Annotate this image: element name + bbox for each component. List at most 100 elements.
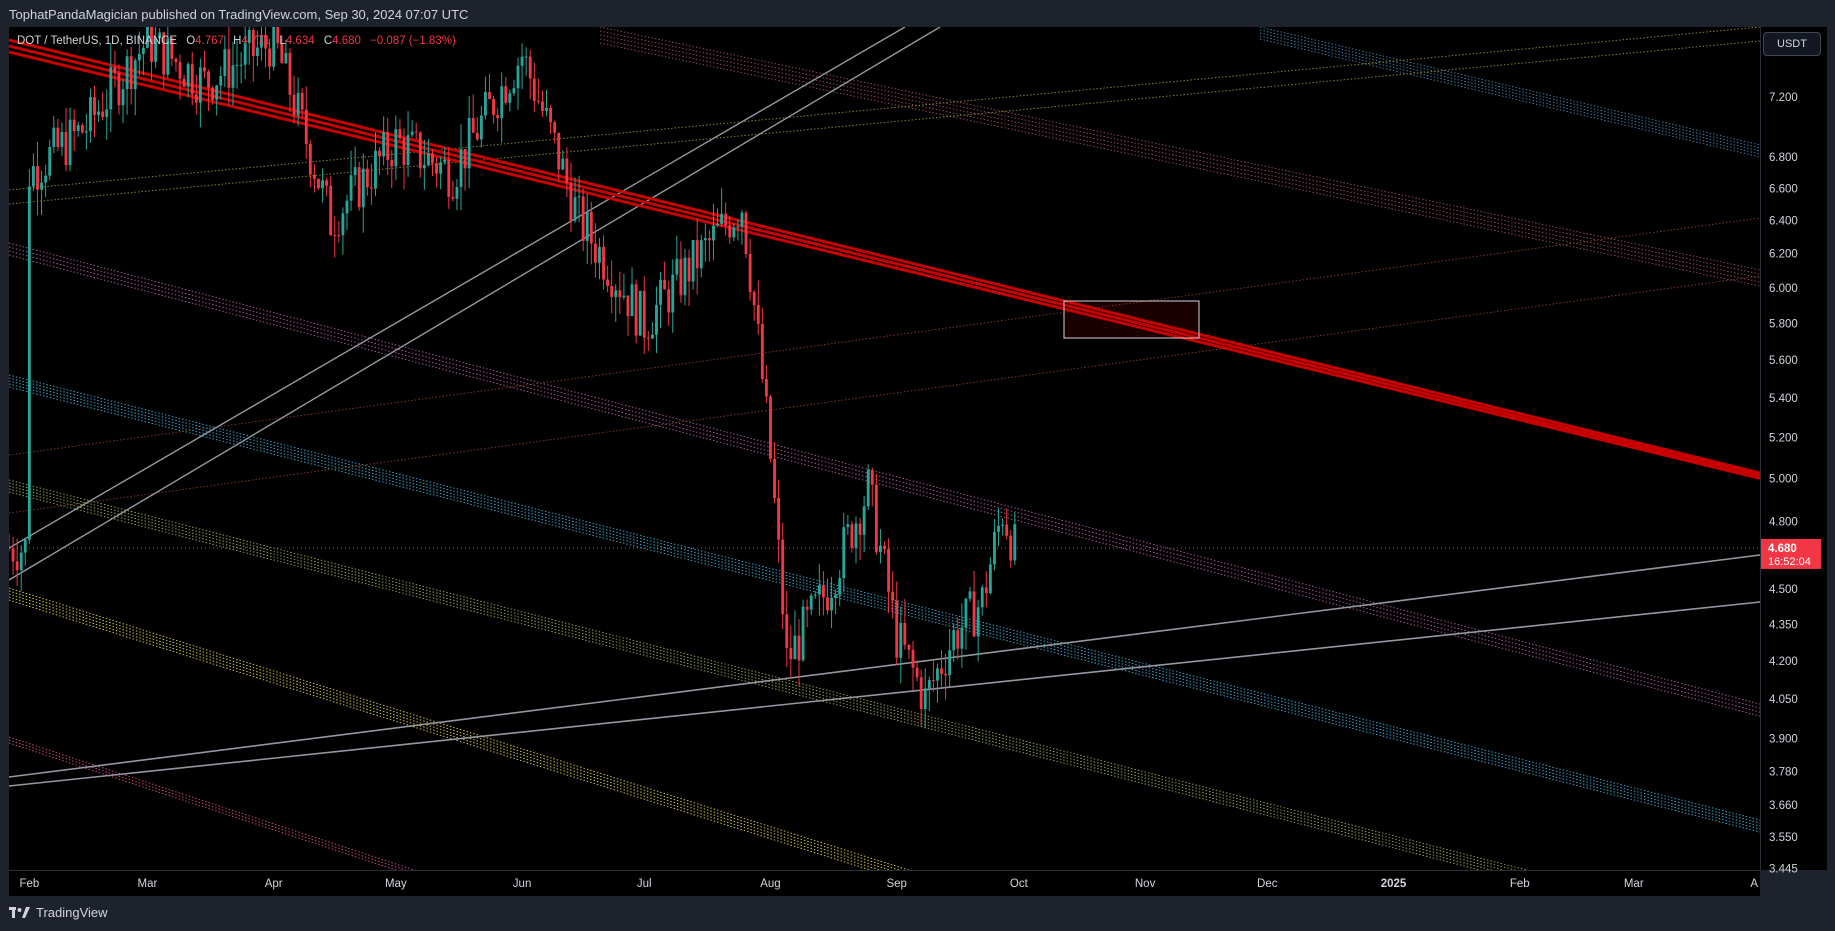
- candle-body: [553, 122, 557, 133]
- channel-pink-upper: [9, 250, 1760, 713]
- candle-body: [923, 688, 927, 710]
- open-label: O: [186, 35, 196, 47]
- price-tick-label: 3.900: [1769, 734, 1798, 746]
- candle-body: [239, 64, 243, 66]
- price-scale[interactable]: [1760, 27, 1827, 870]
- candle-body: [374, 150, 377, 189]
- chart-pane[interactable]: [9, 27, 1760, 870]
- candle-body: [337, 235, 341, 237]
- candle-body: [850, 524, 854, 548]
- time-scale[interactable]: [9, 870, 1760, 897]
- channel-upper-right-pink: [599, 38, 1760, 283]
- candle-body: [243, 42, 247, 65]
- channel-blue: [9, 374, 1760, 821]
- channel-green: [9, 485, 1506, 870]
- candle-body: [345, 200, 349, 214]
- channel-blue: [9, 380, 1760, 827]
- candle-body: [146, 27, 149, 48]
- candle-body: [756, 305, 760, 325]
- candle-body: [137, 54, 141, 61]
- time-tick-label: Aug: [760, 878, 780, 890]
- candle-body: [353, 167, 357, 176]
- candle-body: [492, 98, 496, 115]
- candle-body: [117, 72, 121, 106]
- candle-body: [1001, 524, 1005, 526]
- symbol-name[interactable]: DOT / TetherUS, 1D, BINANCE: [17, 35, 177, 47]
- candle-body: [56, 127, 60, 147]
- candle-body: [646, 337, 650, 339]
- candle-body: [536, 100, 540, 102]
- time-tick-label: Sep: [886, 878, 906, 890]
- candle-body: [899, 622, 903, 658]
- candle-body: [451, 196, 455, 199]
- candle-body: [508, 93, 512, 103]
- candle-body: [288, 52, 292, 95]
- candle-body: [626, 295, 630, 317]
- channel-pink-upper: [9, 242, 1760, 705]
- rising-dotted-brown: [9, 217, 1760, 456]
- candle-body: [48, 146, 52, 176]
- candle-body: [650, 334, 654, 339]
- currency-button[interactable]: USDT: [1763, 32, 1821, 56]
- candle-body: [907, 644, 911, 650]
- candle-body: [870, 469, 874, 485]
- candle-body: [528, 56, 532, 79]
- candle-body: [178, 62, 182, 79]
- candle-body: [308, 143, 312, 175]
- candle-body: [101, 111, 105, 117]
- candle-body: [524, 56, 528, 58]
- high-value: 4.771: [241, 35, 271, 47]
- candle-body: [15, 561, 19, 571]
- candle-body: [162, 32, 166, 75]
- candle-body: [964, 598, 968, 628]
- candle-body: [862, 506, 866, 535]
- candle-body: [541, 101, 544, 112]
- candle-body: [821, 585, 825, 598]
- candle-body: [952, 630, 956, 651]
- candle-body: [724, 213, 728, 226]
- candle-body: [36, 166, 39, 190]
- channel-upper-right-blue: [1259, 32, 1760, 152]
- candle-body: [793, 635, 797, 660]
- price-tick-label: 4.800: [1769, 516, 1798, 528]
- price-tick-label: 5.200: [1769, 433, 1798, 445]
- candle-body: [610, 285, 614, 297]
- candle-body: [133, 60, 137, 90]
- time-tick-label: Jun: [513, 878, 532, 890]
- rising-line-upper: [9, 27, 906, 549]
- candle-body: [606, 279, 610, 286]
- candle-body: [813, 594, 817, 596]
- candle-body: [129, 56, 133, 90]
- candle-body: [866, 469, 870, 507]
- candle-body: [663, 279, 667, 290]
- tradingview-logo[interactable]: TradingView: [9, 905, 108, 920]
- candle-body: [280, 43, 284, 64]
- candle-body: [752, 292, 756, 306]
- channel-green: [9, 491, 1482, 870]
- candle-body: [459, 149, 463, 187]
- time-tick-label: Feb: [19, 878, 39, 890]
- time-tick-label: A: [1750, 878, 1758, 890]
- candle-body: [203, 67, 206, 72]
- low-value: 4.634: [285, 35, 315, 47]
- candle-body: [581, 196, 585, 241]
- candle-body: [598, 246, 601, 263]
- candle-body: [671, 274, 675, 313]
- candle-body: [545, 107, 548, 112]
- time-tick-label: Dec: [1257, 878, 1278, 890]
- candle-body: [488, 92, 491, 99]
- last-price-tag-bg: [1761, 538, 1821, 569]
- candle-body: [467, 117, 471, 169]
- publish-info: TophatPandaMagician published on Trading…: [9, 7, 469, 22]
- candle-body: [97, 111, 101, 116]
- rising-dotted-olive: [9, 40, 1760, 205]
- candle-body: [300, 92, 304, 110]
- close-value: 4.680: [332, 35, 361, 47]
- candle-body: [121, 89, 125, 106]
- candle-body: [304, 109, 308, 144]
- channel-blue: [9, 386, 1760, 833]
- candle-body: [255, 47, 259, 57]
- candle-body: [557, 132, 561, 170]
- candle-body: [235, 64, 239, 66]
- time-tick-label: 2025: [1381, 878, 1407, 890]
